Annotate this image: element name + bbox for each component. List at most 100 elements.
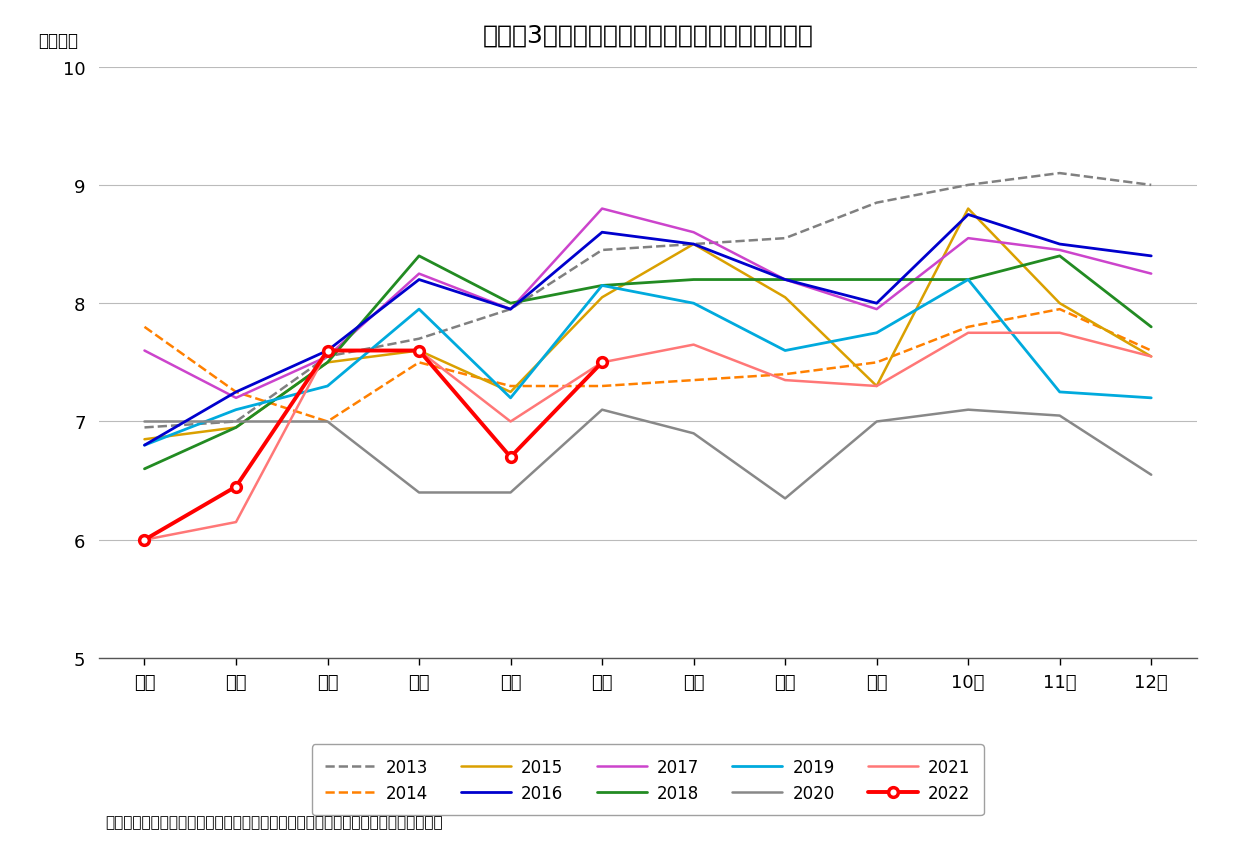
2016 [869, 299, 884, 309]
2015 [869, 381, 884, 392]
2015 [595, 293, 610, 303]
2020 [869, 417, 884, 427]
2016 [595, 228, 610, 238]
2020 [320, 417, 334, 427]
2018 [137, 464, 152, 474]
2015 [228, 423, 243, 433]
2013 [503, 305, 518, 315]
2019 [869, 328, 884, 338]
2021 [686, 340, 701, 350]
Legend: 2013, 2014, 2015, 2016, 2017, 2018, 2019, 2020, 2021, 2022: 2013, 2014, 2015, 2016, 2017, 2018, 2019… [312, 744, 983, 815]
2021 [869, 381, 884, 392]
2022 [595, 358, 610, 368]
Line: 2018: 2018 [144, 257, 1151, 469]
2020 [686, 429, 701, 439]
2015 [137, 435, 152, 445]
Line: 2022: 2022 [139, 346, 607, 545]
2017 [137, 346, 152, 356]
Line: 2021: 2021 [144, 333, 1151, 540]
2020 [1144, 470, 1159, 480]
2016 [320, 346, 334, 356]
2017 [320, 352, 334, 362]
2017 [228, 393, 243, 403]
2015 [1053, 299, 1067, 309]
Line: 2016: 2016 [144, 215, 1151, 446]
2021 [320, 346, 334, 356]
2014 [228, 387, 243, 398]
Line: 2014: 2014 [144, 310, 1151, 422]
Line: 2019: 2019 [144, 280, 1151, 446]
2020 [777, 494, 792, 504]
2018 [320, 358, 334, 368]
2015 [320, 358, 334, 368]
2016 [777, 275, 792, 285]
2016 [137, 441, 152, 451]
2022 [228, 482, 243, 492]
2016 [503, 305, 518, 315]
2018 [961, 275, 976, 285]
2017 [503, 305, 518, 315]
2016 [1144, 252, 1159, 262]
2015 [686, 240, 701, 250]
Text: （万戸）: （万戸） [38, 32, 78, 50]
2022 [320, 346, 334, 356]
2020 [1053, 411, 1067, 421]
2019 [320, 381, 334, 392]
2016 [1053, 240, 1067, 250]
2021 [412, 346, 427, 356]
2015 [1144, 352, 1159, 362]
2020 [595, 405, 610, 415]
2015 [961, 204, 976, 214]
2022 [503, 452, 518, 463]
2017 [686, 228, 701, 238]
2013 [686, 240, 701, 250]
2019 [228, 405, 243, 415]
2018 [686, 275, 701, 285]
2020 [412, 488, 427, 498]
2015 [412, 346, 427, 356]
Line: 2017: 2017 [144, 209, 1151, 398]
2014 [595, 381, 610, 392]
2018 [595, 281, 610, 291]
2014 [503, 381, 518, 392]
2016 [961, 210, 976, 220]
2019 [412, 305, 427, 315]
2017 [869, 305, 884, 315]
2019 [595, 281, 610, 291]
2020 [961, 405, 976, 415]
2019 [961, 275, 976, 285]
2021 [595, 358, 610, 368]
2014 [1144, 346, 1159, 356]
2014 [320, 417, 334, 427]
2017 [1144, 269, 1159, 279]
2018 [412, 252, 427, 262]
2021 [503, 417, 518, 427]
2021 [1144, 352, 1159, 362]
2013 [137, 423, 152, 433]
2018 [1144, 322, 1159, 333]
2013 [320, 352, 334, 362]
2018 [869, 275, 884, 285]
Title: 図表－3　新設住宅着工戸数（全国、暦年比較）: 図表－3 新設住宅着工戸数（全国、暦年比較） [482, 24, 813, 47]
2013 [777, 234, 792, 244]
2013 [412, 334, 427, 344]
2017 [1053, 246, 1067, 256]
2017 [412, 269, 427, 279]
2015 [777, 293, 792, 303]
2014 [961, 322, 976, 333]
2018 [503, 299, 518, 309]
2013 [961, 181, 976, 191]
2022 [137, 535, 152, 545]
2020 [503, 488, 518, 498]
2014 [869, 358, 884, 368]
2021 [228, 517, 243, 528]
2017 [777, 275, 792, 285]
2013 [869, 198, 884, 208]
2016 [228, 387, 243, 398]
2021 [961, 328, 976, 338]
2014 [137, 322, 152, 333]
2021 [1053, 328, 1067, 338]
Line: 2020: 2020 [144, 410, 1151, 499]
Line: 2013: 2013 [144, 174, 1151, 428]
2018 [1053, 252, 1067, 262]
